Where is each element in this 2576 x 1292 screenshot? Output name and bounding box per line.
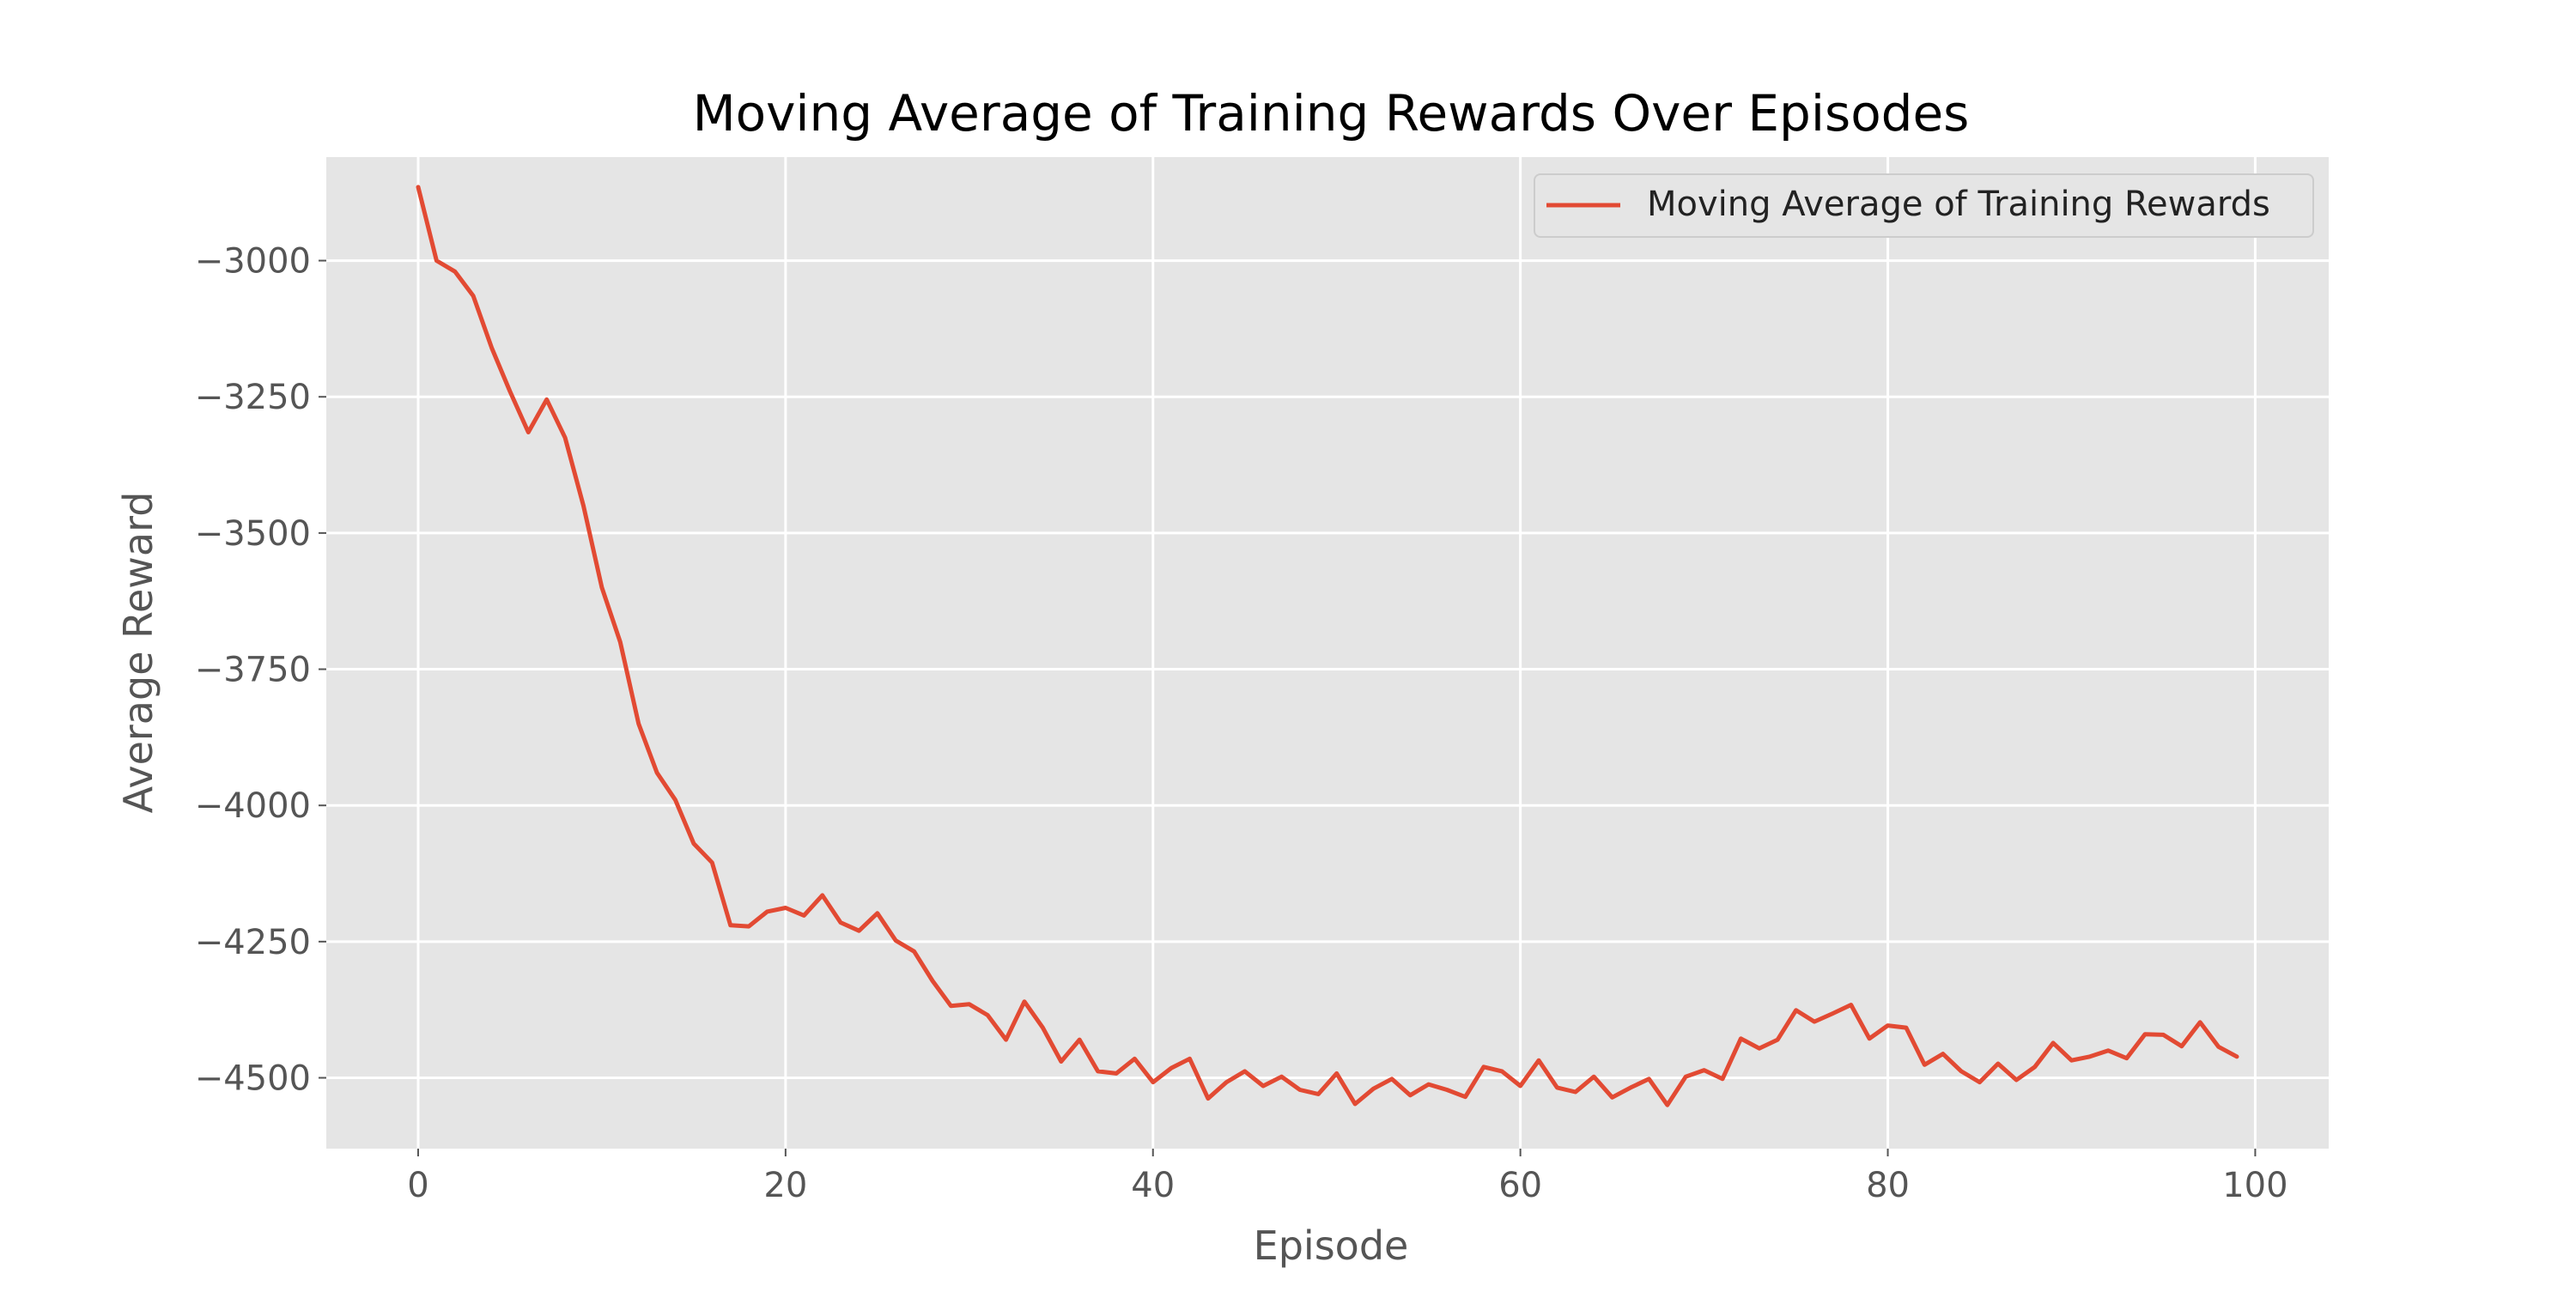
- x-tick-label: 60: [1498, 1166, 1542, 1205]
- y-tick-label: −3000: [195, 242, 311, 282]
- y-axis-label: Average Reward: [115, 492, 161, 814]
- series-layer: [416, 185, 2239, 1107]
- legend-entry-label: Moving Average of Training Rewards: [1647, 185, 2270, 224]
- x-axis-ticks: 0 20 40 60 80 100: [407, 1149, 2288, 1205]
- y-axis-ticks: −3000 −3250 −3500 −3750 −4000 −4250 −4500: [195, 242, 326, 1099]
- y-tick-label: −3500: [195, 514, 311, 554]
- chart-title: Moving Average of Training Rewards Over …: [693, 84, 1970, 143]
- y-tick-label: −3750: [195, 651, 311, 690]
- y-tick-label: −3250: [195, 378, 311, 417]
- x-axis-label: Episode: [1254, 1222, 1409, 1269]
- y-tick-label: −4250: [195, 923, 311, 962]
- x-tick-label: 20: [763, 1166, 807, 1205]
- x-tick-label: 40: [1131, 1166, 1175, 1205]
- x-tick-label: 100: [2222, 1166, 2287, 1205]
- y-tick-label: −4000: [195, 786, 311, 826]
- plot-area: [326, 157, 2329, 1149]
- series-line: [416, 185, 2239, 1107]
- legend: Moving Average of Training Rewards: [1534, 173, 2314, 238]
- grid-lines: [326, 157, 2329, 1149]
- legend-box: [1534, 173, 2314, 238]
- y-tick-label: −4500: [195, 1059, 311, 1099]
- x-tick-label: 80: [1866, 1166, 1910, 1205]
- x-tick-label: 0: [407, 1166, 428, 1205]
